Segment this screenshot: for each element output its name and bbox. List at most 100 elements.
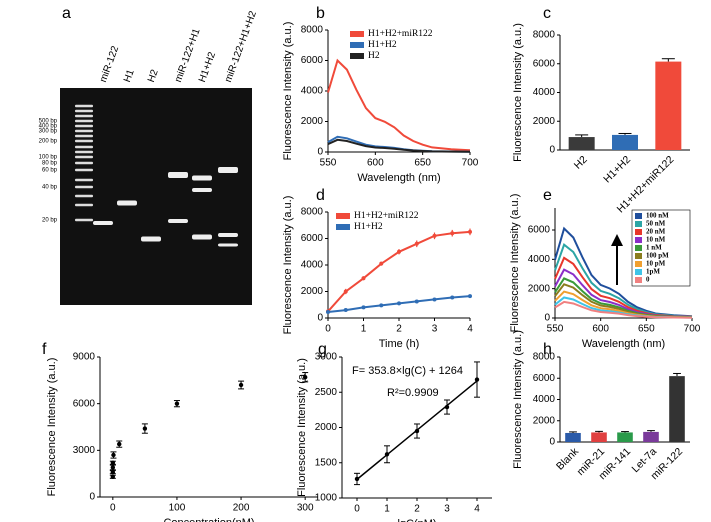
sample-band: [93, 221, 113, 225]
x-tick-label: 3: [444, 504, 450, 515]
y-tick-label: 4000: [533, 87, 556, 98]
x-tick-label: 100: [169, 503, 186, 514]
x-axis-label: Time (h): [379, 338, 420, 350]
legend-swatch: [635, 221, 642, 227]
legend-swatch: [336, 213, 350, 219]
ladder-label: 80 bp: [42, 161, 58, 167]
y-tick-label: 2000: [301, 286, 324, 297]
legend-label: 10 pM: [646, 260, 666, 268]
legend-label: 0: [646, 276, 650, 284]
sample-band: [218, 243, 238, 247]
panel-label: d: [316, 187, 325, 204]
y-tick-label: 8000: [533, 30, 556, 41]
ladder-band: [75, 155, 93, 159]
y-tick-label: 4000: [528, 254, 551, 265]
legend-label: 100 pM: [646, 252, 669, 260]
panel-label: e: [543, 187, 552, 204]
y-tick-label: 6000: [301, 55, 324, 66]
y-tick-label: 6000: [301, 233, 324, 244]
legend-swatch: [350, 31, 364, 37]
x-tick-label: 0: [110, 503, 116, 514]
data-point: [354, 476, 360, 482]
data-point: [474, 377, 480, 382]
ladder-label: 20 bp: [42, 218, 58, 224]
data-point: [111, 452, 116, 458]
y-tick-label: 0: [549, 145, 555, 156]
y-tick-label: 9000: [73, 352, 96, 363]
sample-band: [117, 200, 137, 206]
ladder-label: 400 bp: [39, 124, 58, 130]
y-tick-label: 4000: [301, 86, 324, 97]
data-point: [384, 452, 390, 457]
data-point: [361, 305, 366, 310]
legend-label: H1+H2: [368, 40, 397, 50]
panel-label: f: [42, 341, 47, 358]
y-tick-label: 2000: [533, 415, 556, 426]
legend-swatch: [635, 213, 642, 219]
bar: [655, 61, 682, 150]
legend-swatch: [635, 261, 642, 267]
ladder-band: [75, 168, 93, 172]
ladder-band: [75, 194, 93, 198]
ladder-band: [75, 124, 93, 128]
ladder-band: [75, 150, 93, 154]
legend-swatch: [635, 253, 642, 259]
ladder-label: 300 bp: [39, 129, 58, 135]
ladder-label: 60 bp: [42, 168, 58, 174]
x-axis-label: Wavelength (nm): [582, 338, 665, 350]
x-tick-label: 4: [474, 504, 480, 515]
sample-band: [168, 172, 188, 178]
panel-label: b: [316, 5, 325, 22]
legend-swatch: [635, 269, 642, 275]
ladder-label: 100 bp: [39, 155, 58, 161]
y-tick-label: 6000: [533, 373, 556, 384]
bar: [612, 134, 638, 150]
data-point: [110, 474, 116, 479]
data-point: [397, 301, 401, 306]
y-axis-label: Fluorescence Intensity (a.u.): [296, 358, 308, 497]
data-point: [302, 375, 308, 380]
legend-label: 100 nM: [646, 212, 669, 220]
x-tick-label: 650: [638, 324, 655, 335]
ladder-band: [75, 109, 93, 113]
data-point: [432, 233, 437, 238]
x-tick-label: 550: [320, 158, 337, 169]
legend-swatch: [336, 224, 350, 230]
y-tick-label: 1000: [315, 493, 338, 504]
legend-swatch: [635, 277, 642, 283]
y-axis-label: Fluorescence Intensity (a.u.): [282, 196, 294, 335]
arrow-head: [611, 234, 623, 246]
ladder-band: [75, 145, 93, 149]
data-point: [414, 299, 419, 304]
data-point: [343, 308, 348, 313]
data-point: [450, 295, 455, 300]
x-tick-label: 600: [367, 158, 384, 169]
x-tick-label: 2: [414, 504, 420, 515]
data-point: [379, 303, 384, 308]
ladder-band: [75, 161, 93, 165]
annotation: F= 353.8×lg(C) + 1264: [352, 365, 463, 377]
legend-label: H1+H2+miR122: [354, 211, 419, 221]
y-tick-label: 4000: [533, 394, 556, 405]
y-axis-label: Fluorescence Intensity (a.u.): [282, 22, 294, 161]
x-tick-label: 700: [462, 158, 479, 169]
data-point: [238, 382, 244, 388]
panel-label: g: [318, 341, 327, 358]
ladder-band: [75, 104, 93, 108]
data-point: [142, 426, 148, 431]
data-point: [361, 276, 366, 281]
ladder-band: [75, 178, 93, 182]
lane-label: H1+H2: [197, 50, 218, 84]
y-axis-label: Fluorescence Intensity (a.u.): [46, 358, 58, 497]
bar: [591, 432, 607, 442]
x-axis-label: Concentration(nM): [163, 517, 254, 522]
data-point: [379, 261, 384, 266]
legend-label: H1+H2: [354, 222, 383, 232]
y-tick-label: 6000: [533, 58, 556, 69]
x-tick-label: 3: [432, 324, 438, 335]
panel-label: h: [543, 341, 552, 358]
bar: [617, 432, 633, 442]
sample-band: [218, 167, 238, 173]
y-tick-label: 4000: [301, 260, 324, 271]
x-tick-label: 0: [325, 324, 331, 335]
